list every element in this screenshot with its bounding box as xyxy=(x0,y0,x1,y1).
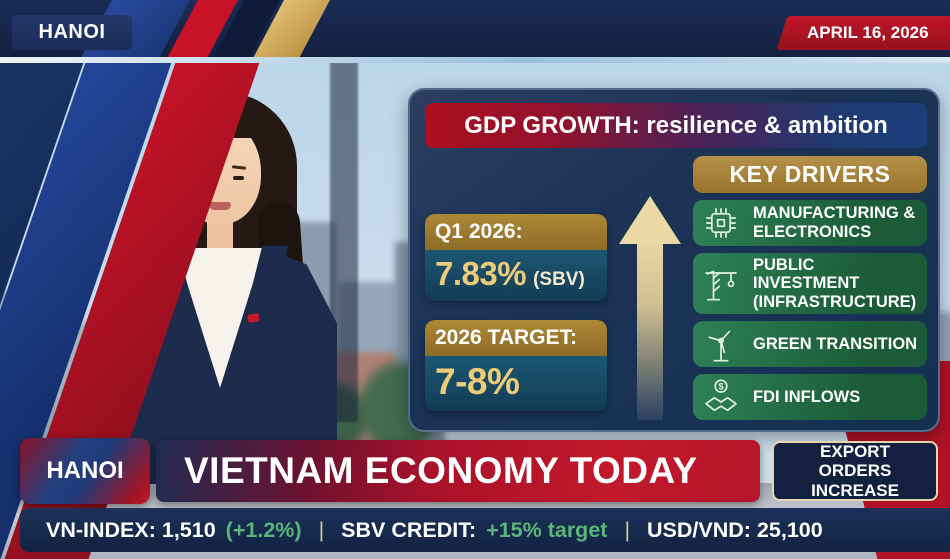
driver-label: MANUFACTURING & ELECTRONICS xyxy=(753,204,916,241)
export-orders-label: EXPORT ORDERS INCREASE xyxy=(811,441,899,500)
headline-banner: VIETNAM ECONOMY TODAY xyxy=(156,440,760,502)
up-arrow-icon xyxy=(617,156,683,420)
ticker-vnindex-change: (+1.2%) xyxy=(225,517,302,542)
stat-value: 7.83% xyxy=(435,255,527,292)
driver-label: PUBLIC INVESTMENT (INFRASTRUCTURE) xyxy=(753,255,917,311)
stat-source: (SBV) xyxy=(533,269,585,290)
ticker-usdvnd: USD/VND: 25,100 xyxy=(647,517,823,542)
location-badge-top: HANOI xyxy=(12,15,132,50)
date-label: APRIL 16, 2026 xyxy=(807,23,929,42)
top-bar: HANOI APRIL 16, 2026 xyxy=(0,0,950,57)
studio-ceiling-strip xyxy=(0,57,950,63)
headline-text: VIETNAM ECONOMY TODAY xyxy=(184,450,698,491)
wind-turbine-icon xyxy=(699,324,743,364)
export-orders-badge: EXPORT ORDERS INCREASE xyxy=(772,441,938,501)
anchor-lips xyxy=(209,202,231,210)
stat-value: 7-8% xyxy=(435,361,520,402)
crane-icon xyxy=(699,263,743,303)
location-label: HANOI xyxy=(46,457,124,484)
ticker-separator: | xyxy=(624,517,631,542)
ticker-sbv-credit-value: +15% target xyxy=(486,517,608,542)
stat-box-target: 2026 TARGET: 7-8% xyxy=(425,320,607,411)
driver-item-manufacturing: MANUFACTURING & ELECTRONICS xyxy=(693,199,927,246)
anchor-eye xyxy=(233,176,244,180)
location-label: HANOI xyxy=(38,21,106,43)
key-drivers-panel: KEY DRIVERS MANUFACTURING & ELECTRONICS … xyxy=(693,156,927,420)
panel-body: Q1 2026: 7.83% (SBV) 2026 TARGET: 7-8% xyxy=(425,156,927,420)
handshake-dollar-icon: $ xyxy=(699,377,743,417)
flag-pin xyxy=(247,313,260,323)
ticker-separator: | xyxy=(318,517,325,542)
key-drivers-title: KEY DRIVERS xyxy=(693,156,927,193)
date-badge: APRIL 16, 2026 xyxy=(776,16,950,50)
location-badge-lower: HANOI xyxy=(20,438,150,504)
driver-item-green-transition: GREEN TRANSITION xyxy=(693,321,927,367)
driver-label: GREEN TRANSITION xyxy=(753,334,918,353)
driver-item-public-investment: PUBLIC INVESTMENT (INFRASTRUCTURE) xyxy=(693,252,927,314)
chip-icon xyxy=(699,203,743,243)
driver-item-fdi: $ FDI INFLOWS xyxy=(693,374,927,420)
infographic-panel: GDP GROWTH: resilience & ambition Q1 202… xyxy=(408,88,940,432)
news-ticker: VN-INDEX: 1,510 (+1.2%) | SBV CREDIT: +1… xyxy=(20,508,950,552)
ticker-sbv-credit: SBV CREDIT: xyxy=(341,517,477,542)
ticker-vnindex: VN-INDEX: 1,510 xyxy=(46,517,216,542)
svg-text:$: $ xyxy=(718,382,723,392)
stat-label: 2026 TARGET: xyxy=(425,320,607,356)
stat-box-q1: Q1 2026: 7.83% (SBV) xyxy=(425,214,607,301)
panel-title: GDP GROWTH: resilience & ambition xyxy=(425,103,927,148)
driver-label: FDI INFLOWS xyxy=(753,387,861,406)
stat-label: Q1 2026: xyxy=(425,214,607,250)
stats-column: Q1 2026: 7.83% (SBV) 2026 TARGET: 7-8% xyxy=(425,156,607,420)
